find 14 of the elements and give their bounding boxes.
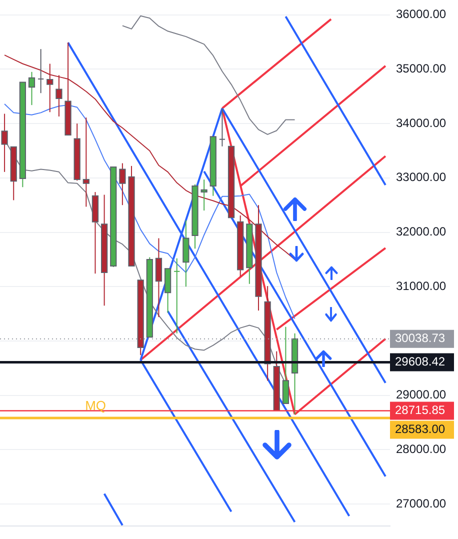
y-tick-label: 33000.00 <box>396 170 446 184</box>
y-tick-label: 35000.00 <box>396 62 446 76</box>
y-tick-label: 31000.00 <box>396 278 446 293</box>
y-tick-label: 29000.00 <box>396 388 446 402</box>
y-tick-label: 34000.00 <box>396 116 446 130</box>
annotation: MQ <box>85 398 106 414</box>
ref-line-label: 28715.85 <box>395 403 446 418</box>
ref-line-label: 28583.00 <box>395 422 446 436</box>
y-tick-label: 36000.00 <box>396 7 446 22</box>
y-tick-label: 32000.00 <box>396 224 446 239</box>
y-tick-label: 27000.00 <box>396 496 446 510</box>
ref-line-label: 30038.73 <box>395 331 446 346</box>
ref-line-label: 29608.42 <box>395 354 446 369</box>
y-tick-label: 28000.00 <box>396 442 446 456</box>
